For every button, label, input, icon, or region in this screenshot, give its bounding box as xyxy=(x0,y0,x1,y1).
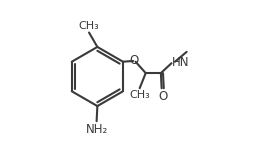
Text: HN: HN xyxy=(172,56,190,69)
Text: O: O xyxy=(130,54,139,67)
Text: NH₂: NH₂ xyxy=(85,123,108,136)
Text: CH₃: CH₃ xyxy=(78,21,99,31)
Text: CH₃: CH₃ xyxy=(129,90,150,100)
Text: O: O xyxy=(158,90,167,103)
